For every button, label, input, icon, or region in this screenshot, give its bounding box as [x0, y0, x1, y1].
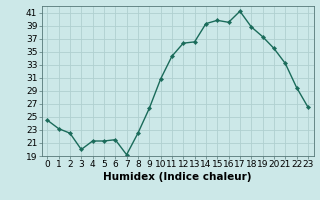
- X-axis label: Humidex (Indice chaleur): Humidex (Indice chaleur): [103, 172, 252, 182]
